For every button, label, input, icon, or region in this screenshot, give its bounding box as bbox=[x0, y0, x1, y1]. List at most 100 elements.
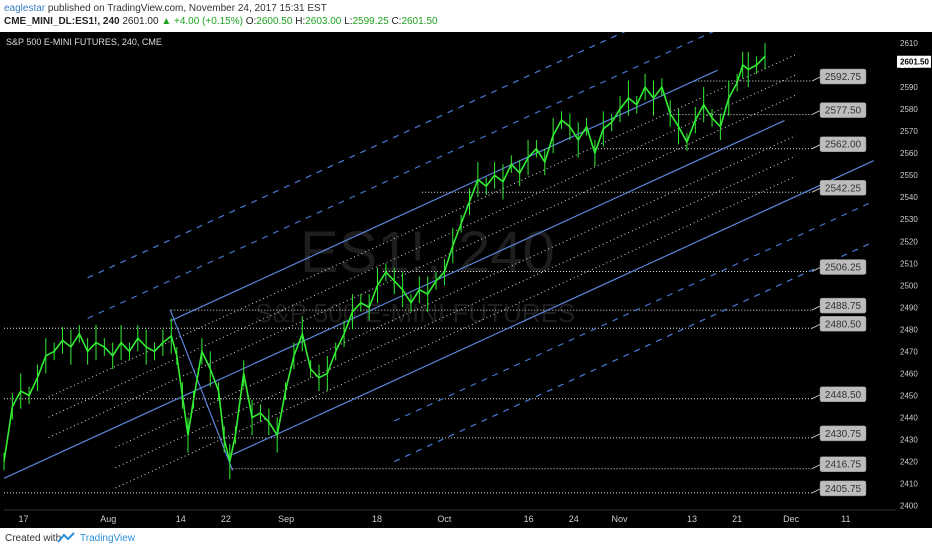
y-tick-label: 2460 bbox=[900, 369, 918, 378]
x-tick-label: 22 bbox=[221, 514, 231, 524]
chart-background bbox=[0, 32, 932, 528]
level-label-pointer-7 bbox=[811, 394, 821, 400]
footer: Created with TradingView bbox=[0, 528, 932, 550]
y-tick-label: 2570 bbox=[900, 127, 918, 136]
level-label-4: 2506.25 bbox=[825, 263, 862, 274]
channel-upper-line bbox=[169, 69, 718, 322]
tradingview-brand[interactable]: TradingView bbox=[80, 533, 136, 544]
level-label-2: 2562.00 bbox=[825, 140, 862, 151]
y-tick-label: 2410 bbox=[900, 480, 918, 489]
y-tick-label: 2550 bbox=[900, 171, 918, 180]
channel-dashed-line-1 bbox=[394, 200, 874, 422]
level-label-pointer-10 bbox=[811, 488, 821, 494]
channel-dotted-line-3 bbox=[48, 94, 796, 439]
y-tick-label: 2490 bbox=[900, 303, 918, 312]
x-tick-label: 24 bbox=[569, 514, 579, 524]
watermark-symbol: ES1!, 240 bbox=[300, 220, 555, 285]
level-label-pointer-3 bbox=[811, 187, 821, 193]
y-tick-label: 2420 bbox=[900, 458, 918, 467]
created-with-text: Created with bbox=[5, 533, 62, 544]
x-tick-label: 18 bbox=[372, 514, 382, 524]
pitchfork-handle bbox=[169, 309, 234, 471]
watermark: ES1!, 240 S&P 500 E-MINI FUTURES bbox=[255, 220, 575, 328]
level-label-pointer-6 bbox=[811, 323, 821, 329]
y-axis-background bbox=[896, 32, 932, 528]
publish-info: eaglestar published on TradingView.com, … bbox=[4, 3, 327, 14]
level-label-pointer-9 bbox=[811, 464, 821, 470]
x-tick-label: Aug bbox=[100, 514, 116, 524]
level-label-box-1 bbox=[819, 102, 867, 118]
level-label-pointer-2 bbox=[811, 144, 821, 150]
channel-dotted-line-4 bbox=[48, 74, 796, 418]
level-label-8: 2430.75 bbox=[825, 429, 862, 440]
y-tick-label: 2440 bbox=[900, 413, 918, 422]
ohlc-close: 2601.50 bbox=[401, 16, 438, 27]
chart-header: eaglestar published on TradingView.com, … bbox=[0, 0, 932, 32]
level-label-pointer-5 bbox=[811, 305, 821, 311]
current-price-label: 2601.50 bbox=[900, 58, 929, 67]
y-tick-label: 2500 bbox=[900, 281, 918, 290]
channel-dashed-line-0 bbox=[394, 241, 874, 463]
channel-dotted-line-2 bbox=[115, 135, 796, 448]
y-tick-label: 2510 bbox=[900, 259, 918, 268]
y-tick-label: 2610 bbox=[900, 39, 918, 48]
channel-dashed-line-2 bbox=[87, 32, 714, 319]
level-label-7: 2448.50 bbox=[825, 390, 862, 401]
y-tick-label: 2520 bbox=[900, 237, 918, 246]
ohlc-c-label: C: bbox=[391, 16, 402, 27]
level-label-box-6 bbox=[819, 316, 867, 332]
chart-title: S&P 500 E-MINI FUTURES, 240, CME bbox=[6, 37, 162, 47]
ohlc-h-label: H: bbox=[295, 16, 306, 27]
level-label-box-4 bbox=[819, 259, 867, 275]
x-tick-label: 17 bbox=[19, 514, 29, 524]
channel-dotted-line-0 bbox=[115, 175, 796, 489]
current-price-marker bbox=[897, 55, 931, 68]
level-label-1: 2577.50 bbox=[825, 106, 862, 117]
y-tick-label: 2480 bbox=[900, 325, 918, 334]
channel-dashed-line-3 bbox=[87, 32, 626, 279]
level-label-pointer-4 bbox=[811, 267, 821, 272]
channel-dotted-line-1 bbox=[115, 155, 796, 469]
y-tick-label: 2400 bbox=[900, 502, 918, 511]
level-label-0: 2592.75 bbox=[825, 72, 862, 83]
publish-text: published on TradingView.com, November 2… bbox=[45, 3, 327, 14]
level-labels: 2592.75 2577.50 2562.00 2542.25 2506.25 2488.… bbox=[811, 68, 867, 497]
y-tick-label: 2560 bbox=[900, 149, 918, 158]
ohlc-low: 2599.25 bbox=[352, 16, 389, 27]
level-label-box-9 bbox=[819, 456, 867, 472]
y-tick-label: 2580 bbox=[900, 105, 918, 114]
level-label-pointer-8 bbox=[811, 433, 821, 439]
level-label-box-7 bbox=[819, 386, 867, 403]
level-label-5: 2488.75 bbox=[825, 301, 862, 312]
y-tick-label: 2540 bbox=[900, 193, 918, 202]
symbol-info: CME_MINI_DL:ES1!, 240 2601.00 ▲ +4.00 (+… bbox=[4, 16, 438, 27]
y-tick-label: 2470 bbox=[900, 347, 918, 356]
author-link[interactable]: eaglestar bbox=[4, 3, 46, 14]
level-label-box-3 bbox=[819, 180, 867, 196]
level-label-3: 2542.25 bbox=[825, 183, 862, 194]
channel-lower-line bbox=[232, 160, 874, 456]
level-label-box-5 bbox=[819, 297, 867, 314]
ohlc-high: 2603.00 bbox=[305, 16, 342, 27]
tradingview-logo-icon bbox=[57, 532, 75, 543]
ohlc-o-label: O: bbox=[245, 16, 257, 27]
level-label-pointer-1 bbox=[811, 110, 821, 116]
level-label-box-2 bbox=[819, 136, 867, 152]
x-tick-label: Sep bbox=[278, 514, 294, 524]
x-tick-label: 11 bbox=[841, 514, 850, 524]
x-tick-label: 21 bbox=[732, 514, 742, 524]
price-series bbox=[3, 43, 766, 480]
symbol-name: CME_MINI_DL:ES1!, 240 bbox=[4, 16, 120, 27]
level-label-box-10 bbox=[819, 480, 867, 497]
last-price: 2601.00 bbox=[122, 16, 159, 27]
x-tick-label: 14 bbox=[176, 514, 186, 524]
ohlc-open: 2600.50 bbox=[256, 16, 293, 27]
x-tick-label: Oct bbox=[437, 514, 452, 524]
watermark-description: S&P 500 E-MINI FUTURES bbox=[255, 298, 575, 328]
level-label-9: 2416.75 bbox=[825, 460, 862, 471]
channel-median-line bbox=[3, 120, 785, 479]
y-tick-label: 2450 bbox=[900, 391, 918, 400]
y-tick-label: 2430 bbox=[900, 436, 918, 445]
y-tick-label: 2590 bbox=[900, 83, 918, 92]
